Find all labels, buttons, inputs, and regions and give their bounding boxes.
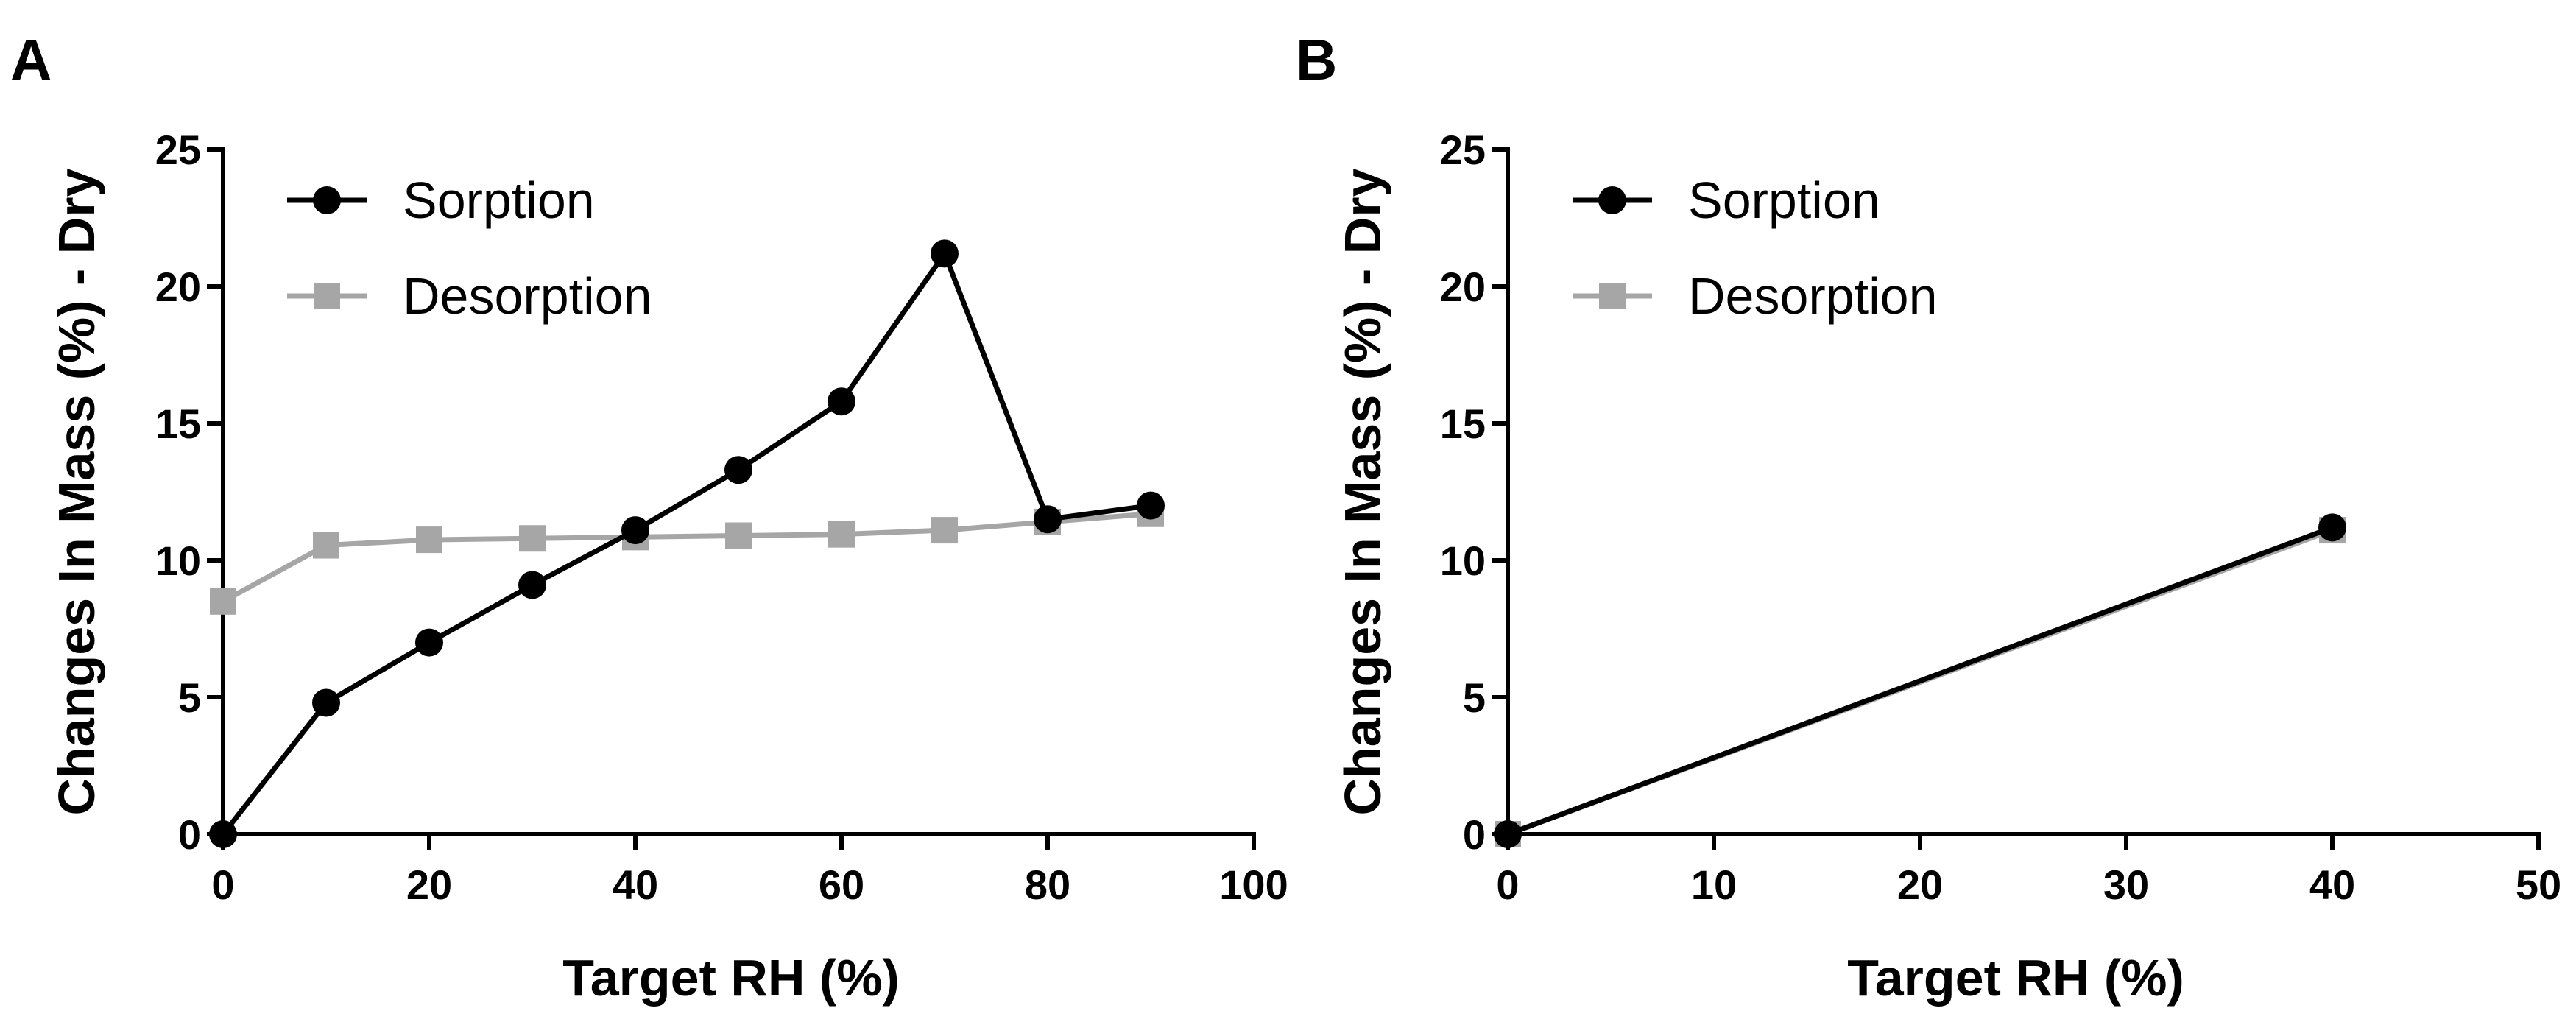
y-tick-label: 15	[1440, 401, 1486, 447]
panel-label: A	[10, 27, 52, 92]
x-tick-label: 20	[1897, 861, 1943, 908]
x-tick-label: 50	[2516, 861, 2561, 908]
desorption-line	[222, 511, 1151, 604]
sorption-line	[1506, 525, 2334, 837]
legend-label-desorption: Desorption	[403, 267, 652, 325]
legend-label-sorption: Sorption	[1688, 172, 1880, 229]
legend-marker-sorption	[313, 186, 341, 214]
y-axis-title: Changes In Mass (%) - Dry	[1334, 168, 1391, 815]
sorption-point	[312, 688, 340, 717]
x-tick-label: 10	[1691, 861, 1737, 908]
desorption-point	[931, 517, 958, 544]
legend-marker-desorption	[314, 283, 340, 309]
y-tick-label: 20	[155, 264, 201, 310]
sorption-point	[518, 571, 546, 599]
y-tick-label: 10	[1440, 538, 1486, 584]
x-tick-label: 0	[211, 861, 234, 908]
y-tick-label: 10	[155, 538, 201, 584]
panel-label: B	[1296, 27, 1337, 92]
legend-label-desorption: Desorption	[1688, 267, 1938, 325]
sorption-point	[931, 239, 959, 268]
desorption-point	[725, 522, 752, 549]
sorption-point	[1137, 491, 1165, 520]
legend-marker-desorption	[1599, 283, 1626, 309]
x-tick-label: 60	[819, 861, 864, 908]
series-sorption	[1494, 513, 2346, 848]
x-axis-title: Target RH (%)	[1847, 949, 2184, 1007]
desorption-point	[519, 525, 546, 552]
y-tick-label: 15	[155, 401, 201, 447]
x-axis-title: Target RH (%)	[562, 949, 900, 1007]
x-tick-label: 0	[1496, 861, 1519, 908]
legend: Sorption Desorption	[1573, 172, 1938, 325]
y-tick-label: 25	[155, 127, 201, 173]
x-tick-label: 40	[613, 861, 658, 908]
sorption-point	[209, 820, 237, 848]
sorption-line	[221, 250, 1151, 836]
x-tick-label: 20	[406, 861, 452, 908]
y-tick-label: 0	[1463, 811, 1486, 858]
desorption-point	[828, 521, 855, 548]
series-desorption	[210, 500, 1164, 615]
sorption-point	[828, 387, 855, 416]
legend: Sorption Desorption	[287, 172, 652, 325]
legend-marker-sorption	[1598, 186, 1626, 214]
sorption-point	[1034, 505, 1062, 534]
sorption-point	[621, 516, 649, 545]
x-tick-label: 100	[1219, 861, 1288, 908]
series-sorption	[209, 239, 1165, 848]
legend-label-sorption: Sorption	[403, 172, 595, 229]
y-tick-label: 5	[178, 674, 201, 721]
sorption-point	[1494, 820, 1522, 848]
x-tick-label: 80	[1025, 861, 1070, 908]
sorption-point	[415, 628, 443, 657]
x-tick-label: 30	[2103, 861, 2149, 908]
chart-panel-a: A 0 5 10 15 20 25 0 20 40 60 80 100 Target RH (%) Chan…	[10, 27, 1288, 1007]
desorption-point	[313, 532, 339, 559]
sorption-point	[2318, 513, 2346, 542]
chart-panel-b: B 0 5 10 15 20 25 0 10 20 30 40 50 Target RH (%) Chang…	[1296, 27, 2561, 1007]
desorption-point	[416, 526, 442, 554]
y-axis-title: Changes In Mass (%) - Dry	[48, 168, 105, 815]
sorption-point	[724, 456, 752, 484]
y-tick-label: 25	[1440, 127, 1486, 173]
x-tick-label: 40	[2309, 861, 2355, 908]
y-tick-label: 0	[178, 811, 201, 858]
desorption-point	[210, 588, 236, 615]
y-tick-label: 5	[1463, 674, 1486, 721]
y-tick-label: 20	[1440, 264, 1486, 310]
